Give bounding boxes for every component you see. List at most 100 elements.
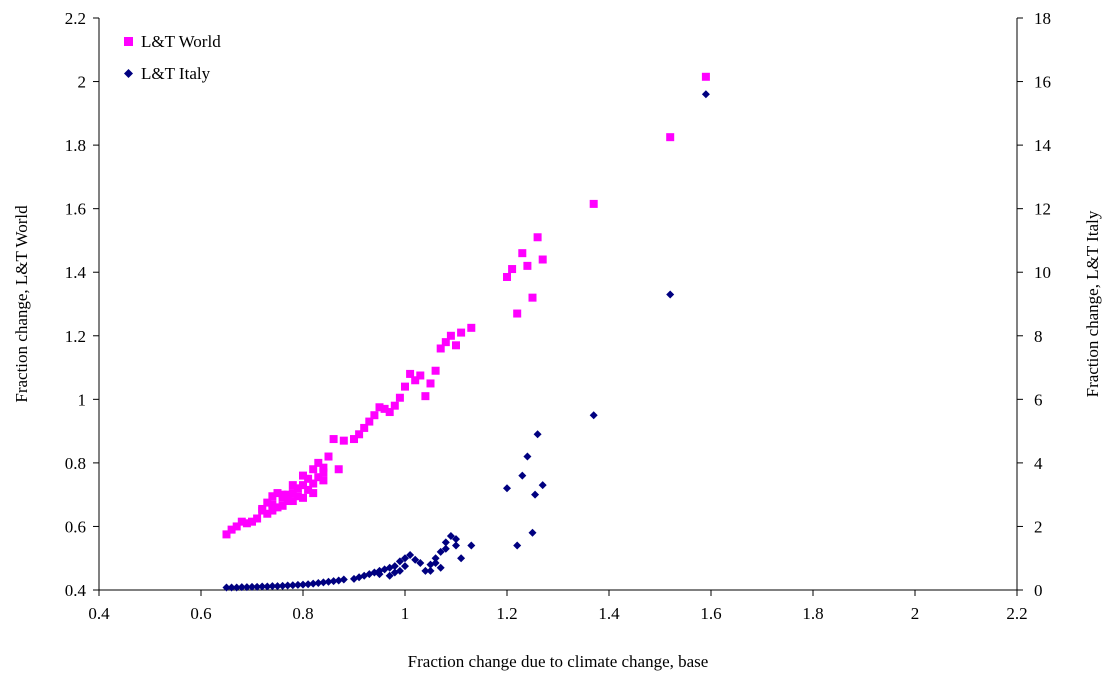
left-y-tick-label: 2 [78,73,87,92]
point-l-t-world [268,506,277,515]
point-l-t-world [278,490,287,499]
point-l-t-italy [406,551,415,560]
point-l-t-italy [334,576,343,585]
x-tick-label: 2 [911,604,920,623]
point-l-t-italy [339,575,348,584]
point-l-t-world [457,328,466,337]
legend-marker-lt-italy [124,69,133,78]
left-y-tick-label: 1.4 [65,263,87,282]
point-l-t-world [395,393,404,402]
point-l-t-italy [319,578,328,587]
point-l-t-world [385,408,394,417]
point-l-t-world [293,492,302,501]
point-l-t-world [253,514,262,523]
point-l-t-world [237,517,246,526]
point-l-t-world [258,504,267,513]
right-y-tick-label: 4 [1034,454,1043,473]
point-l-t-world [283,497,292,506]
point-l-t-world [273,489,282,498]
point-l-t-italy [431,558,440,567]
point-l-t-world [426,379,435,388]
point-l-t-world [309,465,318,474]
point-l-t-italy [293,580,302,589]
left-y-tick-label: 0.8 [65,454,86,473]
point-l-t-italy [452,541,460,550]
point-l-t-world [329,435,338,444]
point-l-t-world [513,309,522,318]
x-tick-label: 0.6 [190,604,211,623]
point-l-t-world [288,489,297,498]
point-l-t-italy [528,528,537,537]
point-l-t-italy [411,555,420,564]
point-l-t-italy [457,554,466,563]
ticks: 0.4 0.6 0.8 1 1.2 1.4 1.6 1.8 2 2.2 0.4 0.6 0.8 1 1.2 1… [65,9,1052,623]
point-l-t-italy [232,583,241,592]
point-l-t-italy [268,582,277,591]
point-l-t-world [380,404,389,413]
point-l-t-italy [242,583,251,592]
right-y-tick-label: 2 [1034,517,1043,536]
point-l-t-world [222,530,231,539]
data-points [222,72,710,592]
point-l-t-world [365,417,374,426]
point-l-t-world [360,423,369,432]
point-l-t-world [314,458,323,467]
x-tick-label: 1.2 [496,604,517,623]
point-l-t-italy [441,544,450,553]
point-l-t-italy [467,541,476,550]
point-l-t-italy [385,571,394,580]
point-l-t-italy [436,547,445,556]
point-l-t-italy [288,581,297,590]
left-y-tick-label: 1.8 [65,136,86,155]
point-l-t-italy [401,554,409,563]
point-l-t-world [666,133,675,142]
left-y-tick-label: 0.4 [65,581,87,600]
x-axis-title: Fraction change due to climate change, b… [408,652,709,671]
point-l-t-italy [273,582,282,591]
right-y-tick-label: 0 [1034,581,1043,600]
point-l-t-world [242,519,251,528]
right-y-tick-label: 10 [1034,263,1051,282]
point-l-t-world [523,261,532,270]
right-y-tick-label: 16 [1034,73,1051,92]
left-y-axis-title: Fraction change, L&T World [12,205,31,403]
point-l-t-italy [701,90,710,99]
point-l-t-world [299,471,307,480]
point-l-t-world [319,468,328,477]
right-y-tick-label: 6 [1034,390,1043,409]
point-l-t-italy [263,582,272,591]
right-y-tick-label: 8 [1034,327,1043,346]
point-l-t-italy [503,484,511,493]
point-l-t-world [441,338,450,347]
point-l-t-world [339,436,348,445]
point-l-t-world [227,525,236,534]
point-l-t-italy [304,580,313,589]
point-l-t-italy [523,452,532,461]
point-l-t-italy [258,582,267,591]
point-l-t-italy [666,290,675,299]
point-l-t-world [406,369,415,378]
point-l-t-world [288,481,297,490]
point-l-t-world [299,481,307,490]
point-l-t-italy [513,541,522,550]
point-l-t-world [324,452,333,461]
point-l-t-italy [431,554,440,563]
point-l-t-world [334,465,343,474]
x-tick-label: 0.8 [292,604,313,623]
point-l-t-italy [426,566,435,575]
point-l-t-world [390,401,399,410]
right-y-axis-title: Fraction change, L&T Italy [1083,210,1102,397]
point-l-t-world [355,430,364,439]
point-l-t-world [248,517,256,526]
point-l-t-world [589,199,598,208]
point-l-t-italy [314,579,323,588]
point-l-t-world [436,344,445,353]
point-l-t-italy [518,471,527,480]
point-l-t-italy [452,535,460,544]
point-l-t-italy [421,566,430,575]
point-l-t-world [452,341,460,350]
point-l-t-world [288,497,297,506]
right-y-tick-label: 12 [1034,200,1051,219]
point-l-t-world [268,500,277,509]
